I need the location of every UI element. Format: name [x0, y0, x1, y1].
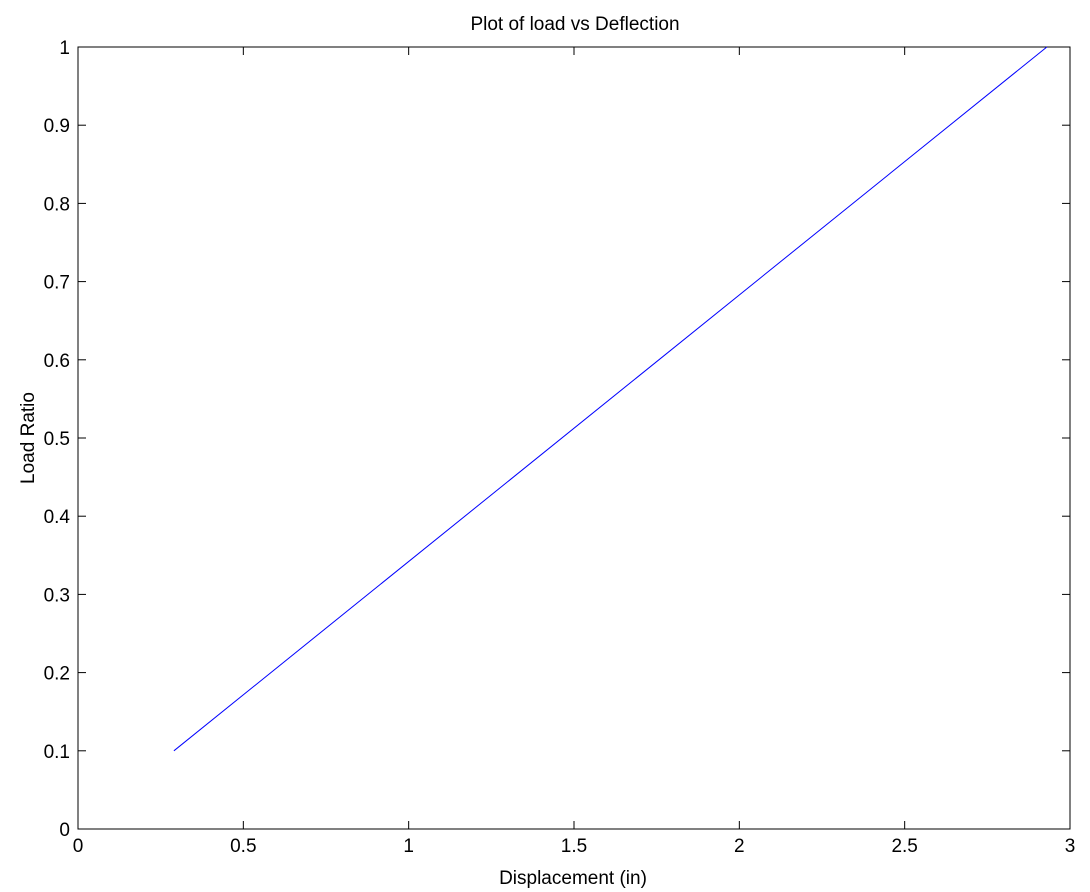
x-tick-label: 0.5 [230, 836, 256, 857]
y-tick-label: 1 [59, 38, 70, 59]
x-tick-label: 3 [1065, 836, 1076, 857]
y-tick-label: 0.2 [44, 664, 70, 685]
x-tick-label: 1 [403, 836, 414, 857]
y-tick-label: 0 [59, 820, 70, 841]
series-line [173, 46, 1048, 752]
x-tick-label: 2 [734, 836, 745, 857]
x-tick-label: 0 [73, 836, 84, 857]
x-tick-label: 2.5 [891, 836, 917, 857]
x-axis-label: Displacement (in) [499, 868, 647, 889]
y-tick-label: 0.5 [44, 429, 70, 450]
y-tick-label: 0.6 [44, 351, 70, 372]
y-tick-label: 0.1 [44, 742, 70, 763]
plot-area: 0 0.5 1 1.5 2 2.5 3 0 0.1 0.2 0.3 0.4 0.5 0.6 0.7 0.8 0.… [44, 38, 1076, 857]
y-tick-label: 0.9 [44, 116, 70, 137]
y-axis-label: Load Ratio [18, 392, 39, 484]
chart-title: Plot of load vs Deflection [470, 14, 679, 35]
y-tick-label: 0.8 [44, 194, 70, 215]
y-tick-label: 0.3 [44, 585, 70, 606]
y-tick-label: 0.4 [44, 507, 71, 528]
y-tick-label: 0.7 [44, 273, 70, 294]
x-tick-label: 1.5 [561, 836, 587, 857]
